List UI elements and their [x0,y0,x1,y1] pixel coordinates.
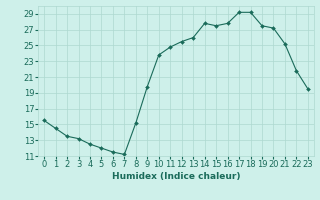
X-axis label: Humidex (Indice chaleur): Humidex (Indice chaleur) [112,172,240,181]
